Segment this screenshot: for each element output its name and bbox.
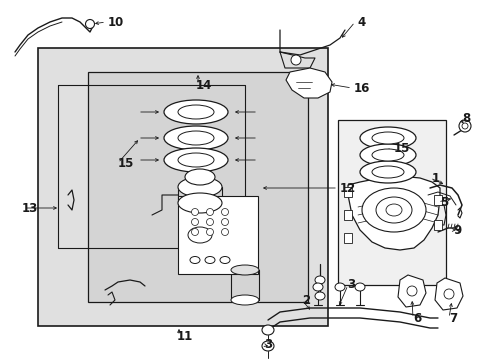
Polygon shape bbox=[285, 68, 331, 98]
Ellipse shape bbox=[230, 265, 259, 275]
Circle shape bbox=[443, 289, 453, 299]
Ellipse shape bbox=[262, 341, 273, 351]
Bar bbox=[337, 120, 445, 285]
Ellipse shape bbox=[385, 204, 401, 216]
Ellipse shape bbox=[187, 227, 212, 243]
Ellipse shape bbox=[371, 149, 403, 161]
Ellipse shape bbox=[178, 131, 214, 145]
Text: 5: 5 bbox=[439, 195, 447, 208]
Text: 16: 16 bbox=[353, 81, 369, 95]
Ellipse shape bbox=[359, 144, 415, 166]
Bar bbox=[343, 210, 351, 220]
Circle shape bbox=[85, 19, 94, 28]
Ellipse shape bbox=[314, 292, 325, 300]
Bar bbox=[178, 196, 258, 274]
Ellipse shape bbox=[178, 105, 214, 119]
Circle shape bbox=[458, 120, 470, 132]
Circle shape bbox=[406, 286, 416, 296]
Bar bbox=[38, 48, 327, 326]
Ellipse shape bbox=[184, 169, 215, 185]
Ellipse shape bbox=[375, 197, 411, 223]
Text: 3: 3 bbox=[346, 279, 354, 292]
Polygon shape bbox=[397, 275, 425, 307]
Text: 10: 10 bbox=[108, 15, 124, 28]
Circle shape bbox=[206, 229, 213, 235]
Ellipse shape bbox=[230, 295, 259, 305]
Ellipse shape bbox=[359, 127, 415, 149]
Text: 1: 1 bbox=[431, 171, 439, 185]
Ellipse shape bbox=[354, 283, 364, 291]
Ellipse shape bbox=[178, 193, 222, 213]
Circle shape bbox=[221, 208, 228, 216]
Ellipse shape bbox=[163, 100, 227, 124]
Polygon shape bbox=[347, 176, 439, 250]
Circle shape bbox=[206, 208, 213, 216]
Bar bbox=[343, 187, 351, 197]
Ellipse shape bbox=[204, 256, 215, 264]
Polygon shape bbox=[434, 278, 462, 310]
Ellipse shape bbox=[371, 132, 403, 144]
Text: 7: 7 bbox=[448, 311, 456, 324]
Ellipse shape bbox=[312, 283, 323, 291]
Text: 11: 11 bbox=[177, 329, 193, 342]
Ellipse shape bbox=[178, 177, 222, 197]
Ellipse shape bbox=[190, 256, 200, 264]
Ellipse shape bbox=[220, 256, 229, 264]
Text: 14: 14 bbox=[196, 78, 212, 91]
Circle shape bbox=[221, 219, 228, 225]
Ellipse shape bbox=[262, 325, 273, 335]
Text: 3: 3 bbox=[264, 338, 271, 351]
Text: 8: 8 bbox=[461, 112, 469, 125]
Text: 15: 15 bbox=[118, 157, 134, 170]
Ellipse shape bbox=[371, 166, 403, 178]
Text: 12: 12 bbox=[339, 181, 356, 194]
Circle shape bbox=[191, 219, 198, 225]
Text: 9: 9 bbox=[452, 224, 460, 237]
Circle shape bbox=[221, 229, 228, 235]
Bar bbox=[88, 72, 307, 302]
Ellipse shape bbox=[361, 188, 425, 232]
Ellipse shape bbox=[359, 161, 415, 183]
Ellipse shape bbox=[178, 153, 214, 167]
Circle shape bbox=[290, 55, 301, 65]
Circle shape bbox=[206, 219, 213, 225]
Circle shape bbox=[191, 208, 198, 216]
Bar bbox=[433, 220, 441, 230]
Text: 2: 2 bbox=[302, 293, 309, 306]
Ellipse shape bbox=[163, 126, 227, 150]
Ellipse shape bbox=[163, 148, 227, 172]
Text: 6: 6 bbox=[412, 311, 420, 324]
Text: 4: 4 bbox=[356, 15, 365, 28]
Circle shape bbox=[461, 123, 467, 129]
Ellipse shape bbox=[314, 276, 325, 284]
Bar bbox=[343, 233, 351, 243]
Text: 13: 13 bbox=[22, 202, 38, 215]
Circle shape bbox=[191, 229, 198, 235]
Ellipse shape bbox=[334, 283, 345, 291]
Text: 15: 15 bbox=[393, 141, 409, 154]
Bar bbox=[433, 195, 441, 205]
